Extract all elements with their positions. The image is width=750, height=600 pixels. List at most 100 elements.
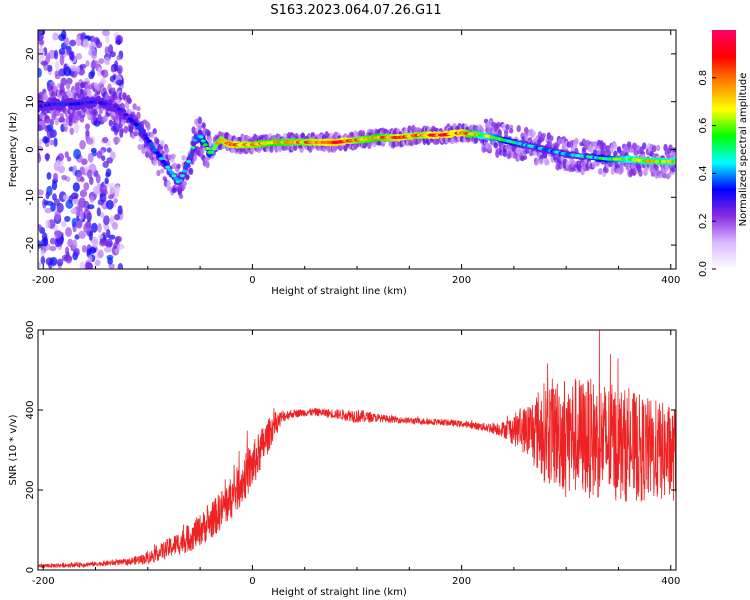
noise-speckle <box>90 48 98 60</box>
ridge-halo <box>129 124 135 131</box>
ridge-halo <box>496 121 501 128</box>
ridge-halo <box>182 180 188 187</box>
ridge-halo <box>642 142 647 150</box>
ridge-halo <box>668 144 673 152</box>
ridge-halo <box>360 130 366 136</box>
ridge-halo <box>133 131 139 137</box>
ridge-halo <box>652 145 657 153</box>
ridge-core <box>188 153 194 157</box>
noise-speckle <box>71 207 77 214</box>
ridge-core <box>158 156 164 161</box>
ridge-halo <box>542 152 548 159</box>
noise-speckle <box>65 227 72 238</box>
noise-speckle <box>61 30 67 40</box>
ridge-halo <box>480 127 485 134</box>
noise-speckle <box>83 222 92 234</box>
noise-speckle <box>97 66 102 77</box>
noise-speckle <box>88 71 95 80</box>
spec-frame <box>37 29 677 270</box>
noise-speckle <box>75 35 82 47</box>
ridge-halo <box>207 136 213 143</box>
noise-speckle <box>88 41 96 52</box>
ridge-core <box>144 136 150 141</box>
noise-speckle <box>97 249 104 259</box>
noise-speckle <box>98 58 105 64</box>
snr-xtick-label-2: 200 <box>452 576 471 587</box>
noise-speckle <box>103 246 112 253</box>
ridge-halo <box>40 122 46 127</box>
noise-speckle <box>95 174 101 184</box>
ridge-halo <box>197 116 203 125</box>
noise-speckle <box>42 236 49 247</box>
noise-speckle <box>46 172 52 180</box>
spectral-energy <box>38 30 676 269</box>
noise-speckle <box>65 246 70 256</box>
colorbar-tick-label-0: 0.0 <box>698 261 709 277</box>
ridge-halo <box>160 168 165 174</box>
ridge-halo <box>49 85 55 91</box>
ridge-core <box>154 151 160 155</box>
ridge-halo <box>121 103 126 109</box>
ridge-halo <box>598 168 603 175</box>
ridge-halo <box>123 125 129 134</box>
ridge-halo <box>87 89 92 97</box>
noise-speckle <box>112 222 119 230</box>
noise-speckle <box>117 205 123 215</box>
ridge-halo <box>92 113 97 122</box>
snr-xtick-label-3: 400 <box>661 576 680 587</box>
ridge-halo <box>541 132 546 138</box>
noise-speckle <box>101 155 106 162</box>
ridge-halo <box>625 147 631 154</box>
snr-ytick-label-0: 0 <box>25 567 36 573</box>
noise-speckle <box>72 198 80 205</box>
noise-speckle <box>57 237 63 247</box>
noise-speckle <box>79 209 85 220</box>
ridge-halo <box>663 143 668 152</box>
noise-speckle <box>79 140 86 150</box>
ridge-halo <box>293 144 298 152</box>
noise-speckle <box>113 126 119 136</box>
noise-speckle <box>112 136 121 144</box>
ridge-core <box>150 145 156 149</box>
noise-speckle <box>53 172 58 181</box>
noise-speckle <box>66 156 72 162</box>
ridge-halo <box>132 103 137 111</box>
noise-speckle <box>45 219 51 229</box>
ridge-halo <box>113 95 119 101</box>
ridge-halo <box>269 145 274 153</box>
noise-speckle <box>71 217 77 228</box>
ridge-core <box>152 148 158 152</box>
noise-speckle <box>64 215 71 223</box>
ridge-halo <box>172 187 178 193</box>
ridge-halo <box>68 119 73 127</box>
noise-speckle <box>49 245 57 252</box>
noise-speckle <box>71 239 78 250</box>
noise-speckle <box>54 210 61 221</box>
spec-ylabel: Frequency (Hz) <box>8 112 19 188</box>
noise-speckle <box>105 35 110 44</box>
noise-speckle <box>72 182 80 192</box>
ridge-halo <box>185 174 190 180</box>
snr-ytick-label-3: 600 <box>25 320 36 339</box>
ridge-halo <box>300 132 306 139</box>
spec-ytick-label-0: 20 <box>25 48 36 61</box>
noise-speckle <box>86 137 94 145</box>
noise-speckle <box>84 123 91 131</box>
noise-speckle <box>62 194 69 201</box>
ridge-halo <box>614 161 619 168</box>
snr-series-line-0 <box>38 330 676 569</box>
noise-speckle <box>77 200 84 212</box>
ridge-halo <box>654 164 659 172</box>
noise-speckle <box>79 189 88 198</box>
noise-speckle <box>98 233 104 240</box>
ridge-core <box>169 171 175 175</box>
ridge-halo <box>501 123 506 131</box>
snr-frame <box>37 329 677 571</box>
ridge-halo <box>616 146 622 152</box>
ridge-halo <box>619 165 624 174</box>
ridge-core <box>200 139 206 143</box>
noise-speckle <box>58 48 66 56</box>
ridge-core <box>171 174 177 178</box>
noise-speckle <box>114 248 120 254</box>
